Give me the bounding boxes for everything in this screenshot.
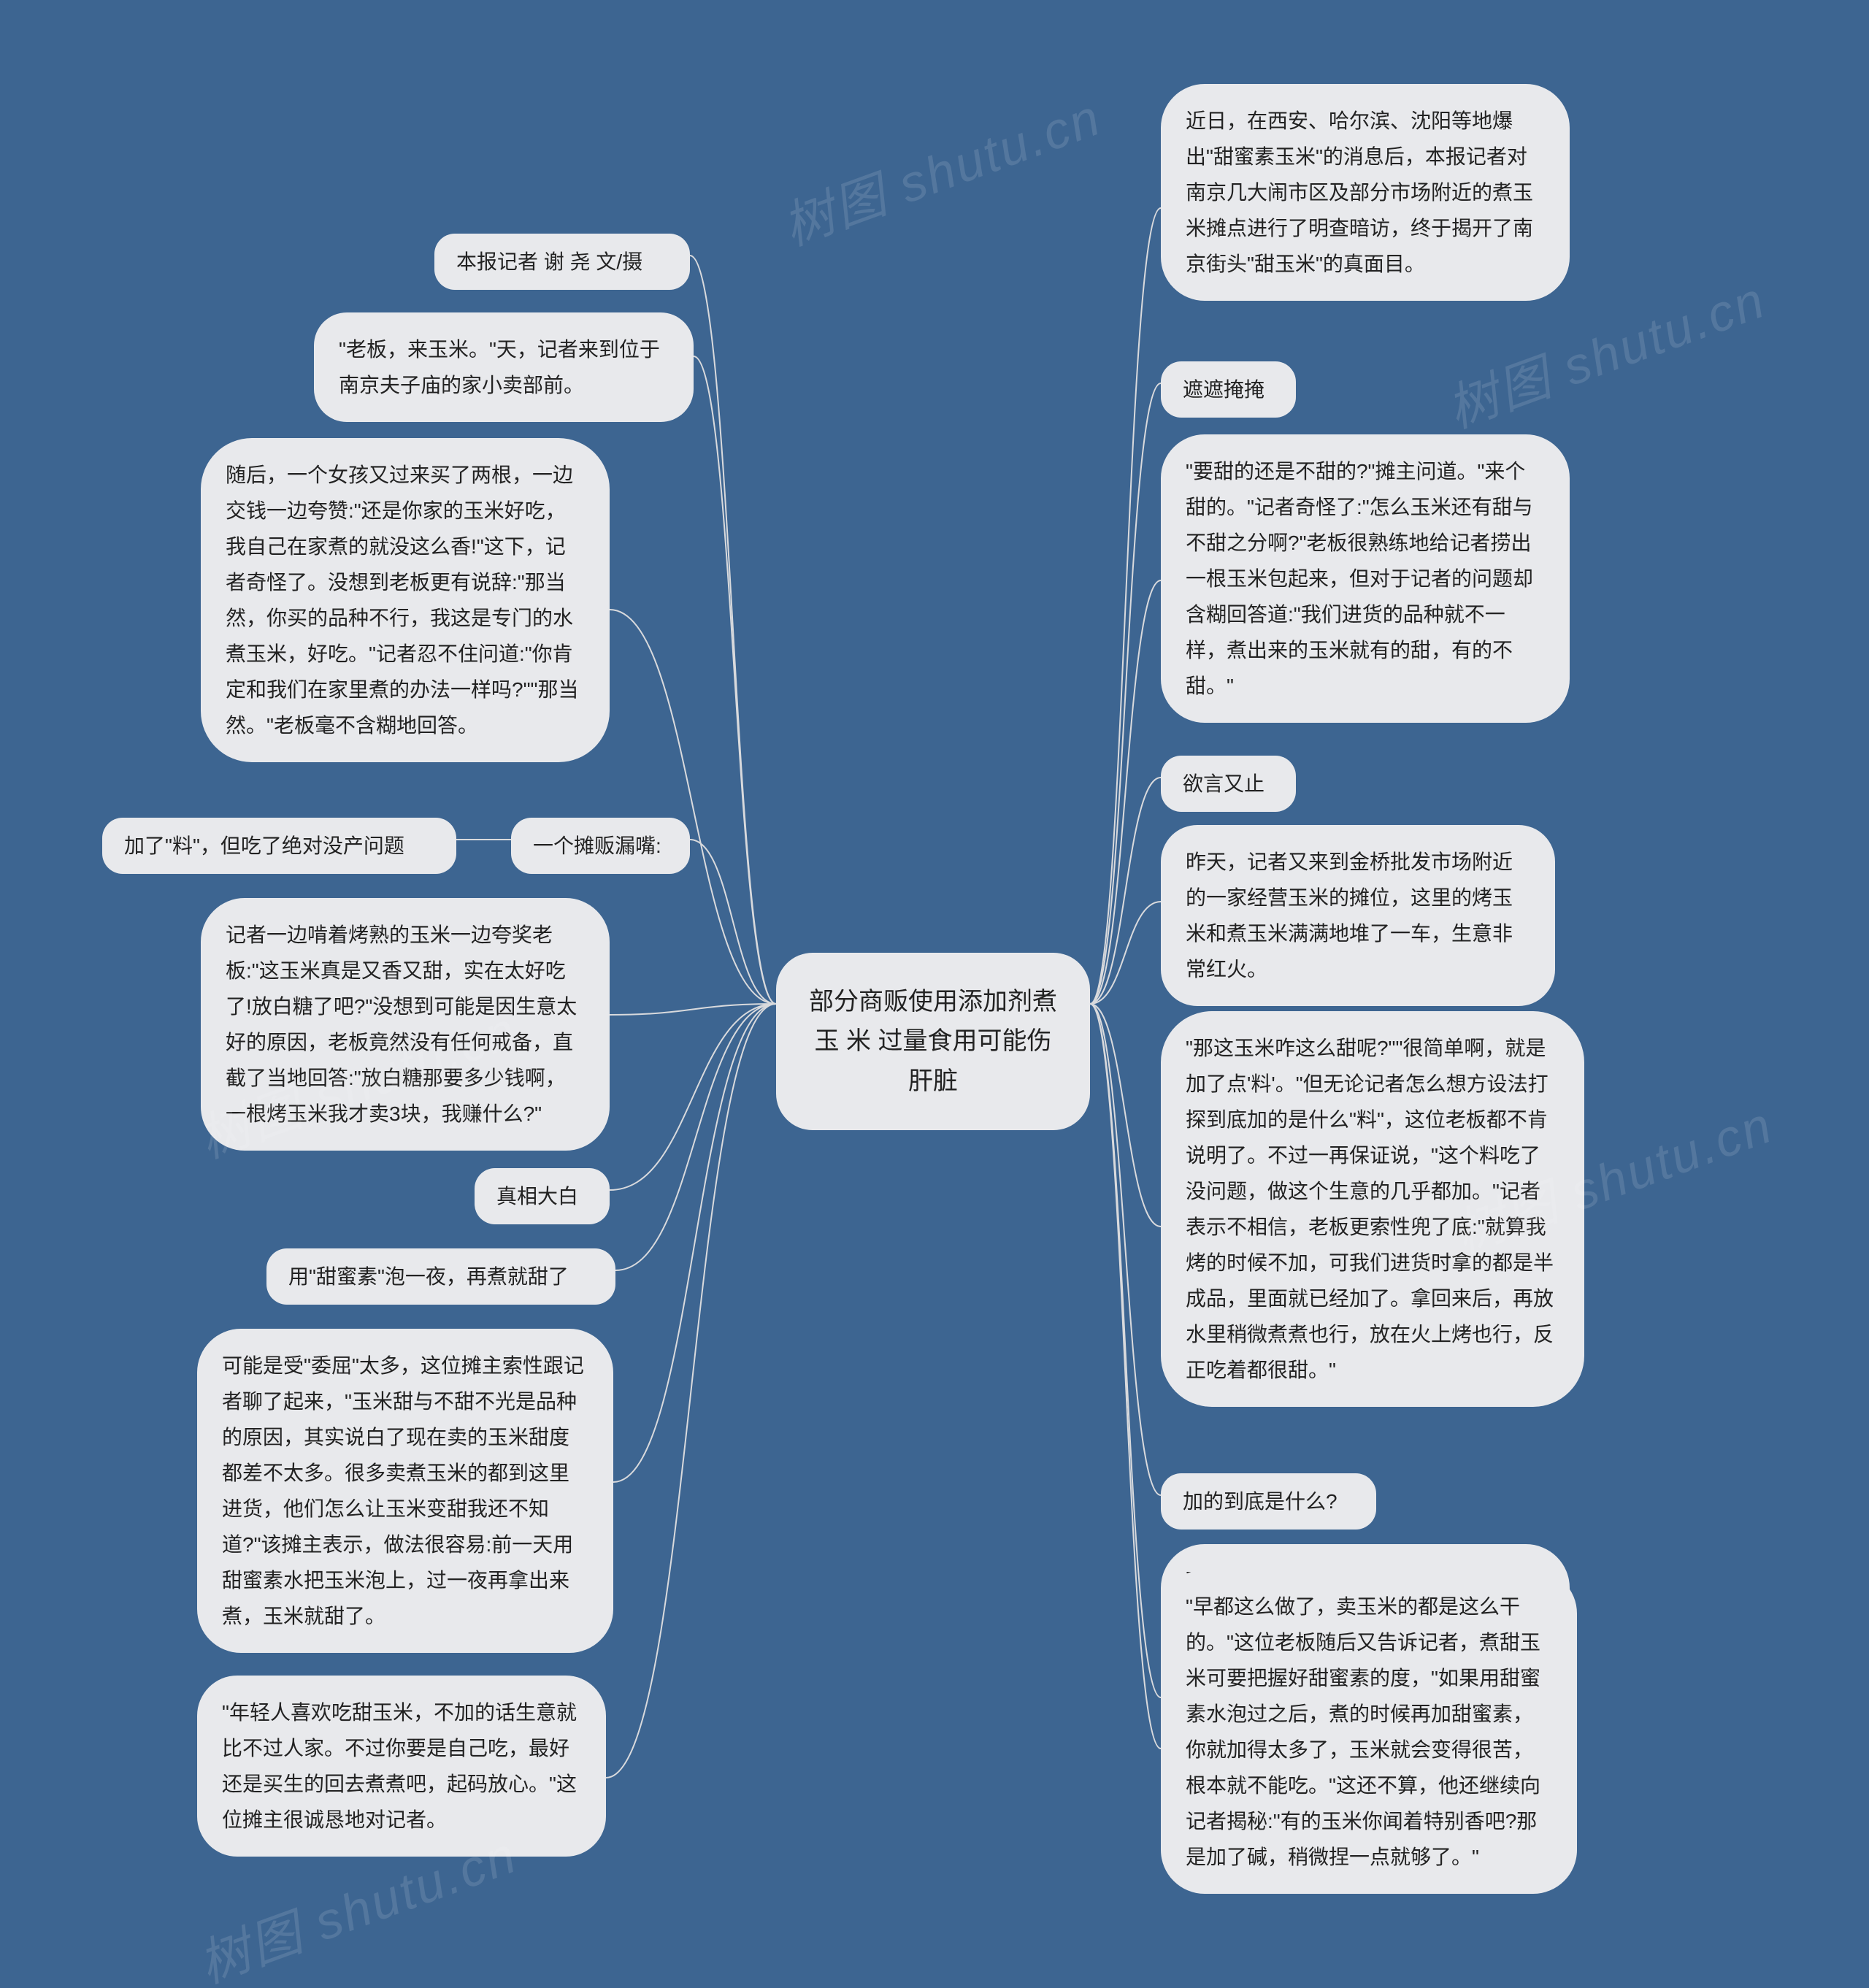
mindmap-edge xyxy=(1090,580,1161,1004)
mindmap-edge xyxy=(1090,383,1161,1004)
mindmap-edge xyxy=(694,356,776,1004)
mindmap-node-l2[interactable]: "老板，来玉米。"天，记者来到位于南京夫子庙的家小卖部前。 xyxy=(314,312,694,422)
mindmap-node-r7[interactable]: 加的到底是什么? xyxy=(1161,1473,1376,1530)
mindmap-edge xyxy=(606,1004,776,1778)
mindmap-node-r9[interactable]: "早都这么做了，卖玉米的都是这么干的。"这位老板随后又告诉记者，煮甜玉米可要把握… xyxy=(1161,1570,1577,1894)
watermark-text: 树图 shutu.cn xyxy=(772,77,1110,260)
mindmap-edge xyxy=(610,1004,776,1190)
mindmap-node-l9[interactable]: "年轻人喜欢吃甜玉米，不加的话生意就比不过人家。不过你要是自己吃，最好还是买生的… xyxy=(197,1676,606,1857)
mindmap-node-l8[interactable]: 可能是受"委屈"太多，这位摊主索性跟记者聊了起来，"玉米甜与不甜不光是品种的原因… xyxy=(197,1329,613,1653)
mindmap-node-l3[interactable]: 随后，一个女孩又过来买了两根，一边交钱一边夸赞:"还是你家的玉米好吃，我自己在家… xyxy=(201,438,610,762)
mindmap-node-r1[interactable]: 近日，在西安、哈尔滨、沈阳等地爆出"甜蜜素玉米"的消息后，本报记者对南京几大闹市… xyxy=(1161,84,1570,301)
mindmap-edge xyxy=(1090,208,1161,1004)
mindmap-node-r2[interactable]: 遮遮掩掩 xyxy=(1161,361,1296,418)
mindmap-node-l4a[interactable]: 加了"料"，但吃了绝对没产问题 xyxy=(102,818,456,874)
mindmap-node-r5[interactable]: 昨天，记者又来到金桥批发市场附近的一家经营玉米的摊位，这里的烤玉米和煮玉米满满地… xyxy=(1161,825,1555,1006)
mindmap-node-r3[interactable]: "要甜的还是不甜的?"摊主问道。"来个甜的。"记者奇怪了:"怎么玉米还有甜与不甜… xyxy=(1161,434,1570,723)
mindmap-node-l4b[interactable]: 一个摊贩漏嘴: xyxy=(511,818,690,874)
mindmap-edge xyxy=(610,610,776,1004)
mindmap-edge xyxy=(615,1004,776,1270)
mindmap-edge xyxy=(1090,778,1161,1004)
mindmap-edge xyxy=(1090,902,1161,1004)
mindmap-edge xyxy=(1090,1004,1161,1749)
mindmap-node-l6[interactable]: 真相大白 xyxy=(475,1168,610,1224)
mindmap-edge xyxy=(690,256,776,1004)
mindmap-edge xyxy=(610,1004,776,1015)
mindmap-edge xyxy=(690,840,776,1004)
mindmap-edge xyxy=(1090,1004,1161,1697)
mindmap-edge xyxy=(613,1004,776,1482)
mindmap-node-l1[interactable]: 本报记者 谢 尧 文/摄 xyxy=(434,234,690,290)
mindmap-node-l5[interactable]: 记者一边啃着烤熟的玉米一边夸奖老板:"这玉米真是又香又甜，实在太好吃了!放白糖了… xyxy=(201,898,610,1151)
mindmap-node-l7[interactable]: 用"甜蜜素"泡一夜，再煮就甜了 xyxy=(266,1248,615,1305)
mindmap-root-node[interactable]: 部分商贩使用添加剂煮玉 米 过量食用可能伤肝脏 xyxy=(776,953,1090,1130)
mindmap-edge xyxy=(1090,1004,1161,1495)
mindmap-node-r6[interactable]: "那这玉米咋这么甜呢?""很简单啊，就是加了点'料'。"但无论记者怎么想方设法打… xyxy=(1161,1011,1584,1407)
mindmap-edge xyxy=(1090,1004,1161,1227)
mindmap-node-r4[interactable]: 欲言又止 xyxy=(1161,756,1296,812)
